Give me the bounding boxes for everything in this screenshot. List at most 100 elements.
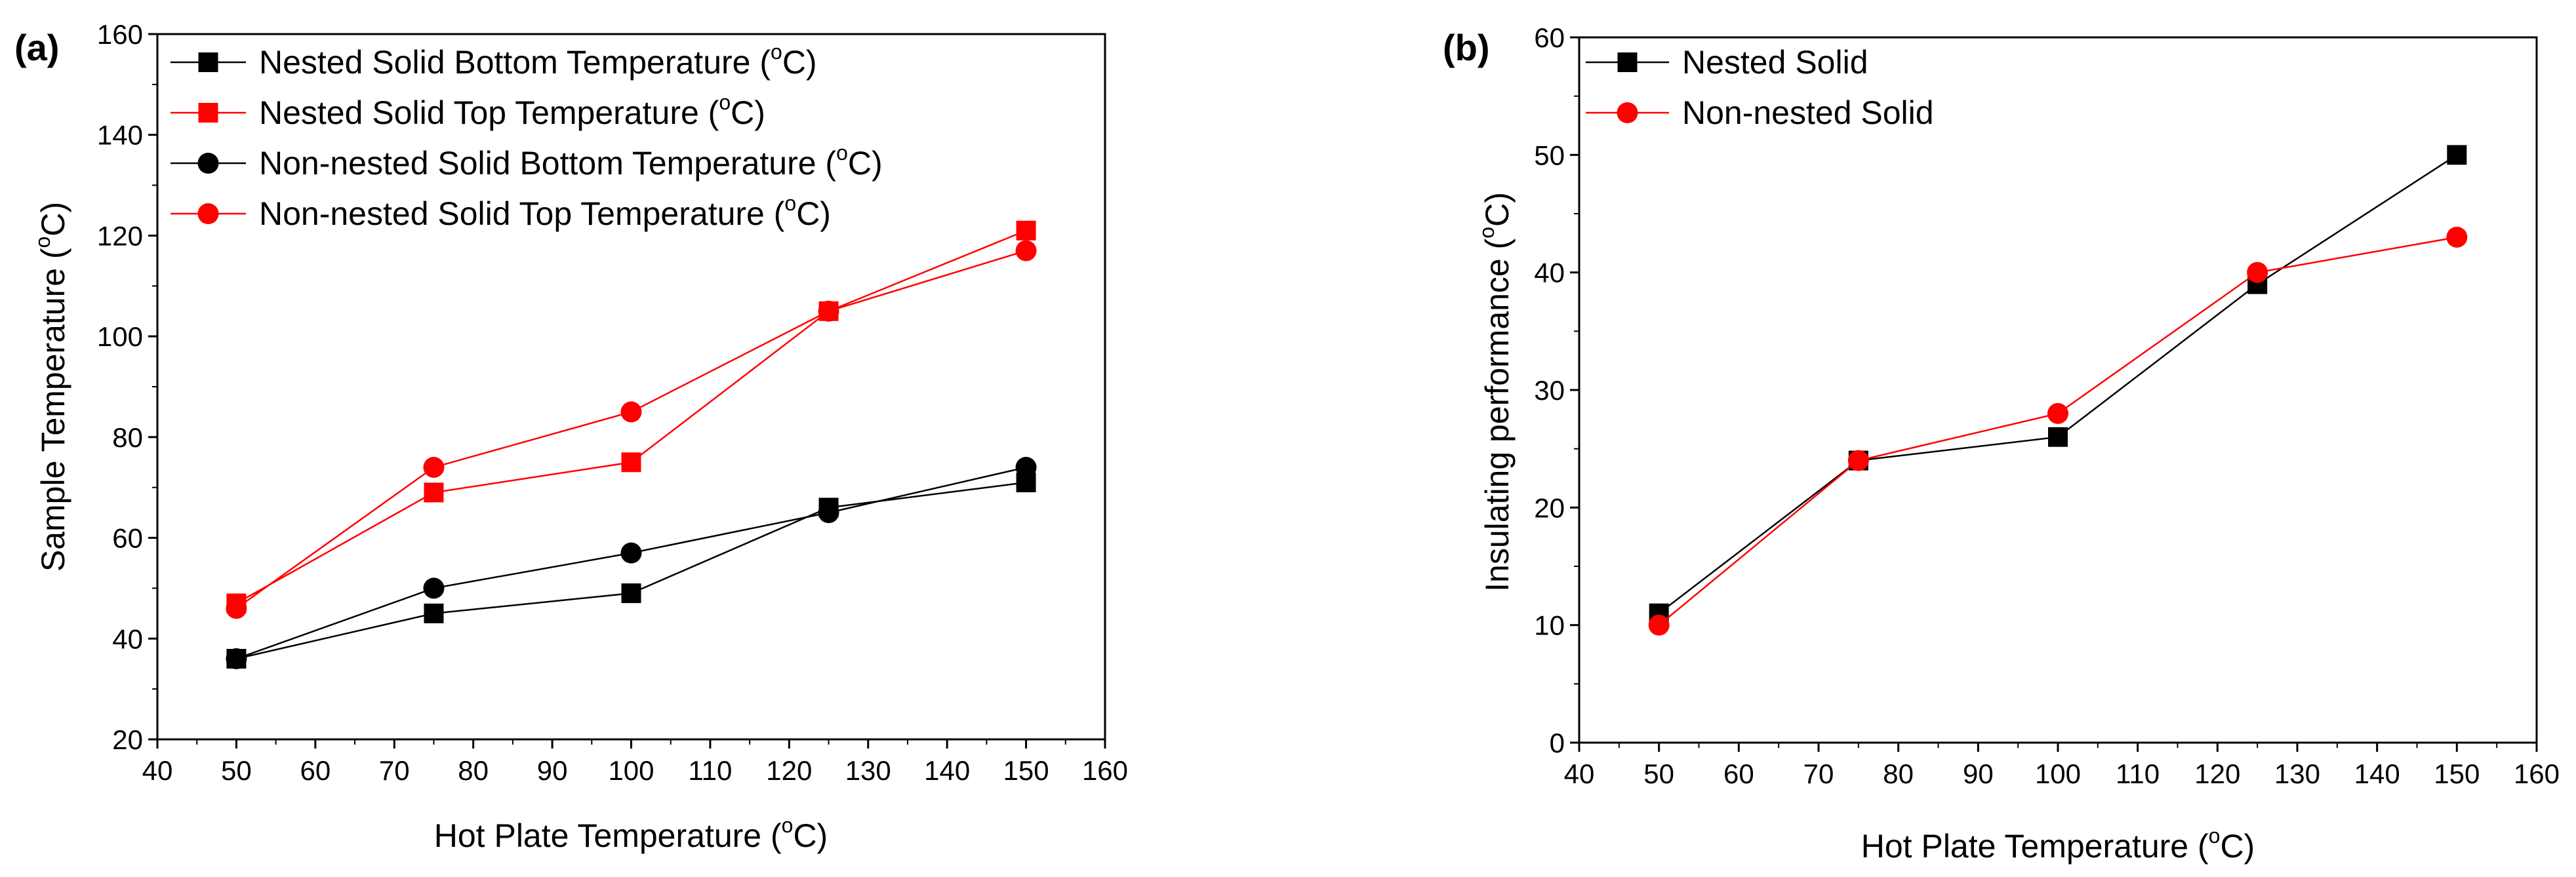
y-axis-title-superscript: o: [1475, 227, 1499, 239]
panel-label: (b): [1443, 27, 1490, 68]
y-axis-title-superscript: o: [31, 237, 54, 248]
legend-marker-circle: [197, 203, 219, 224]
legend-marker-square: [198, 103, 218, 123]
y-axis-title: Insulating performance (oC): [1475, 192, 1516, 592]
x-tick-label: 150: [2434, 758, 2480, 789]
legend-marker-square: [1617, 52, 1638, 72]
data-point-square: [2447, 145, 2467, 165]
legend-entry: Nested Solid Top Temperature (oC): [171, 90, 765, 131]
x-tick-label: 80: [1883, 758, 1914, 789]
data-point-circle: [2446, 226, 2468, 248]
y-tick-label: 160: [97, 19, 143, 50]
series-line: [236, 481, 1026, 660]
x-tick-label: 40: [1564, 758, 1595, 789]
data-point-circle: [1648, 614, 1670, 636]
x-tick-label: 90: [537, 755, 568, 786]
panel-label: (a): [14, 27, 59, 68]
series-non-nested-solid-top-temperature-oc-: [226, 240, 1037, 619]
x-tick-label: 60: [300, 755, 331, 786]
x-tick-label: 50: [221, 755, 252, 786]
legend-label: Non-nested Solid Bottom Temperature (oC): [259, 141, 883, 182]
y-axis-title-text: Sample Temperature (: [35, 248, 71, 572]
x-tick-label: 130: [2274, 758, 2320, 789]
data-point-circle: [818, 300, 839, 322]
legend-label-unit: C): [848, 145, 883, 182]
x-tick-label: 160: [2514, 758, 2560, 789]
data-point-circle: [1015, 456, 1037, 478]
x-tick-label: 110: [2116, 758, 2160, 789]
data-point-circle: [226, 598, 247, 619]
x-tick-label: 70: [1803, 758, 1834, 789]
data-point-circle: [226, 648, 247, 670]
y-tick-label: 60: [112, 523, 143, 554]
legend-label-unit: C): [782, 44, 817, 81]
x-tick-label: 110: [688, 755, 732, 786]
legend-marker-circle: [1617, 102, 1638, 123]
y-tick-label: 30: [1534, 375, 1565, 406]
x-tick-label: 140: [2354, 758, 2400, 789]
legend-label-unit: C): [731, 94, 765, 131]
legend-marker-circle: [197, 153, 219, 174]
x-axis-title-superscript: o: [2209, 824, 2221, 848]
legend-entry: Nested Solid Bottom Temperature (oC): [171, 40, 817, 81]
legend-entry: Non-nested Solid Bottom Temperature (oC): [171, 141, 883, 182]
data-point-circle: [423, 456, 445, 478]
y-tick-label: 50: [1534, 140, 1565, 170]
x-tick-label: 140: [924, 755, 970, 786]
legend-label: Nested Solid Bottom Temperature (oC): [259, 40, 817, 81]
y-axis-title: Sample Temperature (oC): [31, 202, 71, 572]
plot-frame: [1578, 36, 2538, 744]
legend-label-text: Non-nested Solid Bottom Temperature (: [259, 145, 836, 182]
y-axis-title-unit: C): [35, 202, 71, 237]
x-axis-title-unit: C): [793, 817, 828, 854]
x-tick-label: 120: [2194, 758, 2240, 789]
data-point-circle: [2247, 262, 2268, 283]
legend-label-text: Non-nested Solid: [1682, 94, 1934, 131]
x-tick-label: 100: [2035, 758, 2081, 789]
data-point-circle: [2047, 402, 2068, 424]
data-point-circle: [620, 542, 642, 564]
legend-entry: Non-nested Solid: [1586, 94, 1934, 131]
legend-entry: Non-nested Solid Top Temperature (oC): [171, 191, 831, 232]
legend-label: Nested Solid Top Temperature (oC): [259, 90, 765, 131]
series-nested-solid-bottom-temperature-oc-: [226, 473, 1036, 669]
legend-label-text: Nested Solid: [1682, 44, 1868, 81]
x-tick-label: 160: [1082, 755, 1128, 786]
data-point-square: [621, 452, 641, 473]
data-point-circle: [1015, 240, 1037, 262]
legend-label-unit: C): [796, 195, 831, 232]
legend-label-text: Non-nested Solid Top Temperature (: [259, 195, 785, 232]
data-point-circle: [620, 401, 642, 423]
series-nested-solid: [1649, 145, 2467, 623]
y-tick-label: 0: [1550, 728, 1565, 758]
legend-label: Non-nested Solid Top Temperature (oC): [259, 191, 831, 232]
legend-label-superscript: o: [719, 90, 731, 114]
data-point-square: [424, 603, 444, 623]
x-tick-label: 80: [458, 755, 489, 786]
y-tick-label: 10: [1534, 610, 1565, 641]
data-point-square: [2048, 427, 2068, 447]
series-non-nested-solid: [1648, 226, 2468, 636]
y-tick-label: 20: [112, 724, 143, 755]
legend-marker-square: [198, 52, 218, 72]
y-tick-label: 40: [112, 623, 143, 654]
y-tick-label: 40: [1534, 258, 1565, 288]
data-point-square: [1016, 220, 1036, 241]
data-point-square: [621, 583, 641, 604]
y-tick-label: 80: [112, 422, 143, 453]
x-tick-label: 90: [1963, 758, 1994, 789]
data-point-square: [424, 482, 444, 503]
y-tick-label: 100: [97, 321, 143, 352]
data-point-circle: [818, 502, 839, 524]
x-tick-label: 60: [1723, 758, 1754, 789]
x-tick-label: 100: [608, 755, 654, 786]
legend-label-superscript: o: [784, 191, 796, 215]
data-point-circle: [423, 577, 445, 599]
y-tick-label: 120: [97, 220, 143, 251]
chart-panel-b: (b) 40 50 60 70 80 90 100 110 120 130 140 150 160 0 10 2…: [1443, 22, 2560, 865]
legend-label-superscript: o: [771, 40, 782, 64]
legend-label-text: Nested Solid Top Temperature (: [259, 94, 719, 131]
x-tick-label: 120: [766, 755, 812, 786]
x-axis-title-unit: C): [2220, 828, 2255, 865]
